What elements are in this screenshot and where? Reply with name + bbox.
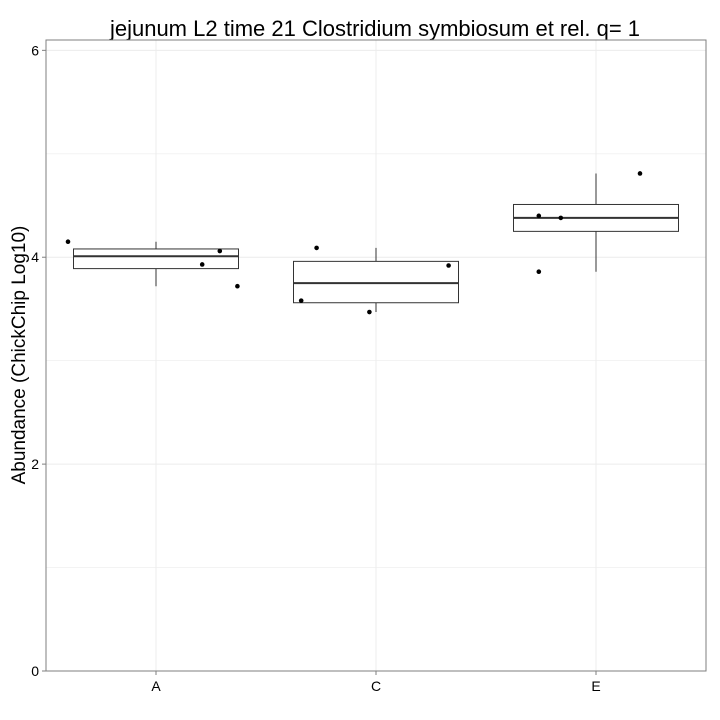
box-C xyxy=(293,260,459,304)
data-point xyxy=(446,263,451,268)
y-tick-label: 4 xyxy=(31,249,39,265)
box-A xyxy=(73,248,239,270)
y-tick-label: 2 xyxy=(31,456,39,472)
x-tick-label: C xyxy=(371,678,381,694)
x-tick-label: A xyxy=(151,678,161,694)
plot-panel: 0 2 4 6 A C E xyxy=(31,39,707,694)
data-point xyxy=(558,215,564,221)
data-point xyxy=(217,248,223,254)
data-point xyxy=(199,262,205,267)
y-tick-label: 6 xyxy=(31,42,39,58)
y-tick-label: 0 xyxy=(31,663,39,679)
chart-title: jejunum L2 time 21 Clostridium symbiosum… xyxy=(109,16,640,41)
data-point xyxy=(65,239,71,245)
data-point xyxy=(314,245,319,251)
data-point xyxy=(637,171,643,176)
x-tick-label: E xyxy=(591,678,600,694)
data-point xyxy=(536,213,542,219)
data-point xyxy=(298,298,304,303)
y-axis-label: Abundance (ChickChip Log10) xyxy=(9,226,30,485)
data-point xyxy=(367,309,372,315)
data-point xyxy=(536,269,542,275)
data-point xyxy=(235,283,240,289)
